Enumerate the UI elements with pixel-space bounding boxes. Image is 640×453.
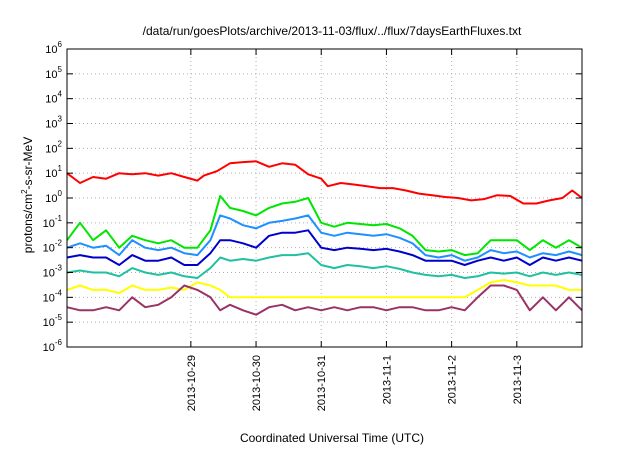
x-tick-label: 2013-10-30 bbox=[251, 355, 263, 411]
y-tick-label: 10-2 bbox=[43, 239, 63, 255]
chart-title: /data/run/goesPlots/archive/2013-11-03/f… bbox=[143, 24, 522, 38]
y-tick-label: 10-1 bbox=[43, 214, 63, 230]
series-line-7 bbox=[66, 284, 583, 316]
x-tick-label: 2013-11-3 bbox=[512, 355, 524, 404]
y-tick-label: 104 bbox=[45, 90, 62, 106]
series-line-3 bbox=[66, 214, 583, 262]
series-line-4 bbox=[66, 229, 583, 266]
y-axis-title: protons/cm2-s-sr-MeV bbox=[20, 137, 35, 253]
series-line-1 bbox=[66, 160, 583, 205]
series-layer bbox=[66, 160, 583, 316]
y-axis-title-part-2: -s-sr-MeV bbox=[21, 137, 35, 190]
x-tick-label: 2013-11-1 bbox=[381, 355, 393, 404]
y-tick-label: 106 bbox=[45, 40, 62, 56]
x-tick-label: 2013-11-2 bbox=[447, 355, 459, 404]
series-line-5 bbox=[66, 252, 583, 279]
y-axis-title-part-1: protons/cm bbox=[21, 194, 35, 253]
y-axis-title-superscript: 2 bbox=[20, 189, 29, 194]
y-tick-label: 10-3 bbox=[43, 264, 63, 280]
y-tick-label: 105 bbox=[45, 65, 62, 81]
y-tick-label: 10-6 bbox=[43, 338, 63, 354]
y-tick-label: 10-5 bbox=[43, 313, 63, 329]
series-line-6 bbox=[66, 279, 582, 299]
y-tick-label: 102 bbox=[45, 139, 62, 155]
y-tick-label: 10-4 bbox=[43, 288, 63, 304]
axis-layer: 10-6 10-5 10-4 10-3 10-2 10-1 100 101 102 103 104 1… bbox=[43, 40, 583, 411]
y-tick-label: 103 bbox=[45, 115, 62, 131]
plot-frame bbox=[66, 48, 583, 348]
y-tick-label: 100 bbox=[45, 189, 62, 205]
x-axis-title: Coordinated Universal Time (UTC) bbox=[240, 431, 424, 445]
series-line-2 bbox=[66, 195, 583, 257]
x-tick-label: 2013-10-29 bbox=[186, 355, 198, 411]
x-tick-label: 2013-10-31 bbox=[316, 355, 328, 411]
y-tick-label: 101 bbox=[45, 164, 62, 180]
